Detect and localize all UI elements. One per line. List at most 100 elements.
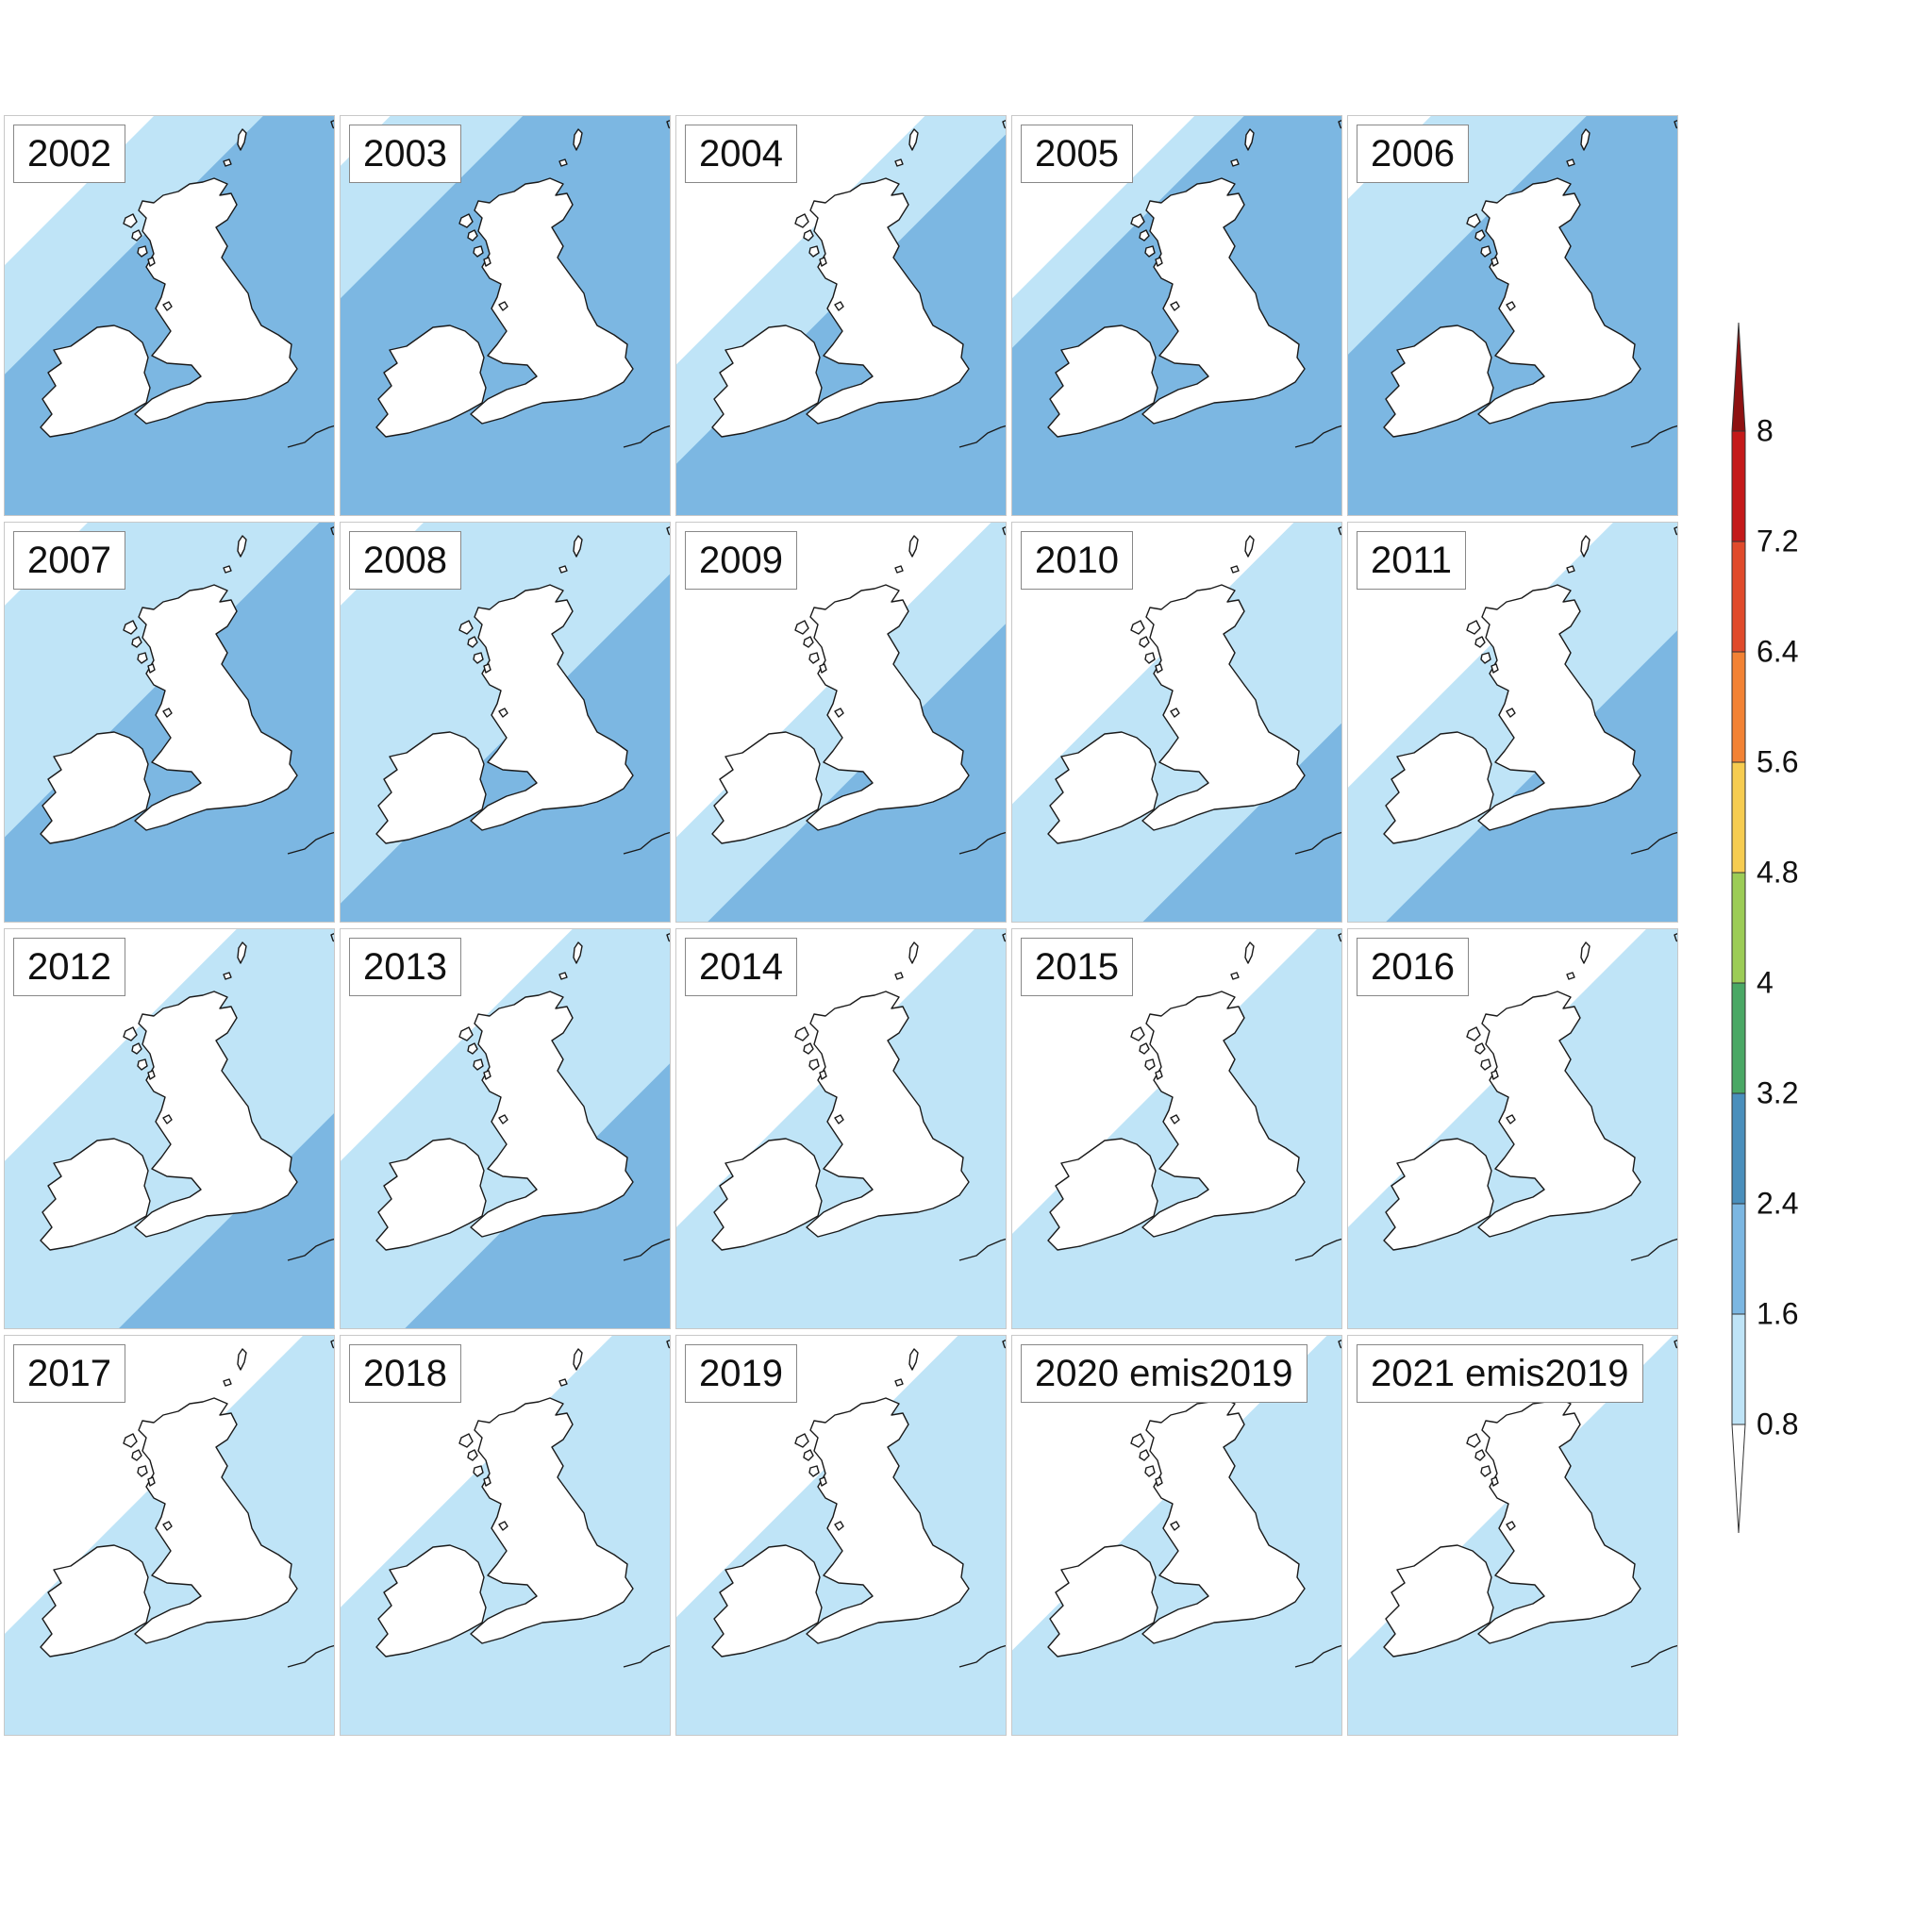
island-outline — [467, 1449, 478, 1461]
panel-year-label: 2010 — [1021, 531, 1133, 590]
island-outline — [458, 213, 474, 228]
concentration-map — [341, 523, 670, 922]
island-outline — [1491, 1070, 1499, 1080]
island-outline — [558, 1378, 568, 1387]
island-outline — [1474, 636, 1486, 648]
panel-year-label: 2014 — [685, 938, 797, 996]
continent-coastline — [623, 831, 670, 855]
island-outline — [573, 128, 583, 151]
continent-coastline — [1338, 933, 1341, 942]
island-outline — [834, 1114, 844, 1124]
continent-coastline — [1630, 1238, 1677, 1261]
coastline — [40, 120, 334, 448]
island-outline — [1466, 213, 1481, 228]
island-outline — [458, 620, 474, 635]
concentration-map — [1012, 116, 1341, 515]
island-outline — [223, 1378, 232, 1387]
colorbar-tick-label: 7.2 — [1757, 524, 1799, 558]
continent-coastline — [623, 1644, 670, 1668]
map-panel: 2016 — [1347, 928, 1678, 1329]
island-outline — [467, 636, 478, 648]
island-outline — [908, 941, 919, 964]
continent-coastline — [1674, 120, 1677, 129]
great-britain-outline — [1477, 991, 1641, 1238]
island-outline — [223, 972, 232, 980]
panel-year-label: 2020 emis2019 — [1021, 1344, 1307, 1403]
panel-year-label: 2017 — [13, 1344, 125, 1403]
ireland-outline — [711, 731, 823, 844]
island-outline — [1230, 972, 1240, 980]
concentration-map — [341, 929, 670, 1328]
concentration-map — [1012, 523, 1341, 922]
colorbar-tick-label: 1.6 — [1757, 1296, 1799, 1331]
continent-coastline — [287, 1238, 334, 1261]
panel-year-label: 2015 — [1021, 938, 1133, 996]
coastline — [1383, 933, 1677, 1261]
continent-coastline — [287, 1644, 334, 1668]
map-panel: 2003 — [340, 115, 671, 516]
great-britain-outline — [1141, 584, 1306, 831]
ireland-outline — [375, 1138, 487, 1251]
continent-coastline — [330, 120, 334, 129]
map-panel: 2008 — [340, 522, 671, 923]
island-outline — [794, 213, 809, 228]
panel-year-label: 2005 — [1021, 125, 1133, 183]
coastline — [375, 526, 670, 855]
island-outline — [808, 245, 820, 258]
island-outline — [1491, 663, 1499, 674]
island-outline — [908, 535, 919, 558]
continent-coastline — [1002, 1340, 1006, 1349]
ireland-outline — [1047, 325, 1158, 438]
continent-coastline — [666, 120, 670, 129]
coastline — [1047, 526, 1341, 855]
island-outline — [1491, 257, 1499, 267]
island-outline — [1139, 636, 1150, 648]
island-outline — [573, 1348, 583, 1371]
island-outline — [137, 1465, 148, 1477]
great-britain-outline — [134, 1397, 298, 1644]
ireland-outline — [40, 1138, 151, 1251]
ireland-outline — [711, 1544, 823, 1657]
ireland-outline — [375, 1544, 487, 1657]
island-outline — [498, 1114, 508, 1124]
continent-coastline — [330, 933, 334, 942]
island-outline — [1139, 1449, 1150, 1461]
island-outline — [498, 301, 508, 311]
colorbar-tick-label: 6.4 — [1757, 634, 1799, 669]
island-outline — [1155, 1070, 1163, 1080]
colorbar-bin — [1731, 541, 1746, 653]
map-panel: 2020 emis2019 — [1011, 1335, 1342, 1736]
island-outline — [131, 1449, 142, 1461]
map-panel: 2014 — [675, 928, 1007, 1329]
great-britain-outline — [1477, 1397, 1641, 1644]
ireland-outline — [40, 731, 151, 844]
island-outline — [808, 652, 820, 664]
colorbar — [1731, 322, 1746, 1534]
island-outline — [1466, 1026, 1481, 1041]
island-outline — [1506, 1114, 1516, 1124]
continent-coastline — [1294, 1238, 1341, 1261]
island-outline — [808, 1465, 820, 1477]
island-outline — [1144, 245, 1156, 258]
island-outline — [131, 636, 142, 648]
ireland-outline — [40, 325, 151, 438]
island-outline — [123, 1433, 138, 1448]
coastline — [1047, 120, 1341, 448]
island-outline — [137, 245, 148, 258]
panel-year-label: 2019 — [685, 1344, 797, 1403]
island-outline — [1580, 941, 1591, 964]
map-panel: 2011 — [1347, 522, 1678, 923]
continent-coastline — [623, 425, 670, 448]
colorbar-tick-label: 8 — [1757, 413, 1774, 448]
panel-year-label: 2009 — [685, 531, 797, 590]
map-panel: 2013 — [340, 928, 671, 1329]
island-outline — [237, 128, 247, 151]
great-britain-outline — [470, 991, 634, 1238]
map-panel: 2010 — [1011, 522, 1342, 923]
great-britain-outline — [470, 1397, 634, 1644]
island-outline — [1130, 213, 1145, 228]
island-outline — [1155, 663, 1163, 674]
island-outline — [573, 535, 583, 558]
island-outline — [467, 1042, 478, 1055]
island-outline — [147, 1476, 156, 1487]
